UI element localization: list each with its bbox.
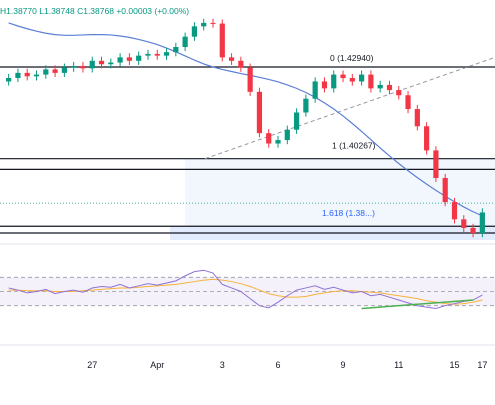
ohlc-close: C1.38768 [77, 6, 114, 16]
candle-body [210, 22, 216, 24]
x-tick-label: 9 [341, 360, 346, 370]
candle-body [321, 81, 328, 89]
candle-body [275, 140, 281, 144]
x-tick-label: 3 [220, 360, 225, 370]
candle-body [247, 67, 253, 92]
candle-body [219, 23, 225, 58]
candle-body [24, 72, 30, 77]
candle-body [238, 60, 244, 68]
candle-body [108, 62, 114, 65]
x-tick-label: 15 [449, 360, 459, 370]
candle-body [228, 57, 235, 61]
candle-body [182, 36, 188, 48]
candle-body [126, 57, 132, 61]
candle-body [43, 69, 49, 75]
rsi-line [8, 269, 483, 310]
candle-body [6, 78, 12, 82]
x-tick-label: Apr [150, 360, 164, 370]
candle-body [201, 22, 207, 27]
candle-body [61, 67, 67, 73]
fib-label: 1 (1.40267) [332, 140, 376, 150]
candle-body [470, 227, 476, 234]
candle-body [80, 65, 86, 69]
candle-body [433, 150, 439, 178]
candle-body [405, 95, 411, 110]
candle-body [386, 84, 393, 91]
candle-body [191, 26, 198, 37]
candle-body [340, 74, 346, 79]
ohlc-high: H1.38770 [0, 6, 37, 16]
candle-body [349, 78, 355, 82]
candle-body [359, 74, 365, 82]
fib-label: 1.618 (1.38...) [322, 208, 375, 218]
candle-body [145, 53, 151, 56]
moving-average-line [8, 22, 483, 217]
candle-body [451, 202, 458, 220]
candle-body [98, 60, 105, 65]
candle-body [136, 55, 142, 61]
candle-body [424, 126, 430, 151]
rsi-trendline [361, 299, 474, 310]
x-tick-label: 17 [477, 360, 487, 370]
candle-body [303, 98, 309, 113]
candle-body [15, 72, 21, 79]
candle-body [89, 60, 95, 69]
candle-body [173, 47, 179, 53]
candle-body [284, 129, 290, 141]
candle-body [414, 109, 420, 127]
ohlc-low: L1.38748 [39, 6, 75, 16]
candle-body [154, 53, 160, 56]
candle-body [442, 177, 448, 203]
candle-body [256, 91, 263, 134]
candle-body [461, 219, 467, 228]
fib-trendline [204, 56, 495, 160]
candle-body [117, 57, 123, 63]
ohlc-change: +0.00003 (+0.00%) [116, 6, 190, 16]
candle-body [163, 52, 170, 56]
candle-body [479, 212, 485, 234]
candle-body [52, 69, 58, 73]
candle-body [331, 74, 337, 89]
candle-body [33, 74, 40, 77]
candle-body [266, 133, 272, 144]
candle-body [377, 84, 383, 89]
candle-body [71, 65, 77, 68]
candle-body [312, 81, 318, 99]
x-tick-label: 27 [87, 360, 97, 370]
fib-label: 0 (1.42940) [330, 53, 374, 63]
x-tick-label: 6 [276, 360, 281, 370]
ohlc-readout: H1.38770 L1.38748 C1.38768 +0.00003 (+0.… [0, 6, 189, 16]
candle-body [396, 90, 402, 96]
candle-body [293, 112, 300, 130]
x-tick-label: 11 [394, 360, 403, 370]
candle-body [368, 74, 374, 89]
